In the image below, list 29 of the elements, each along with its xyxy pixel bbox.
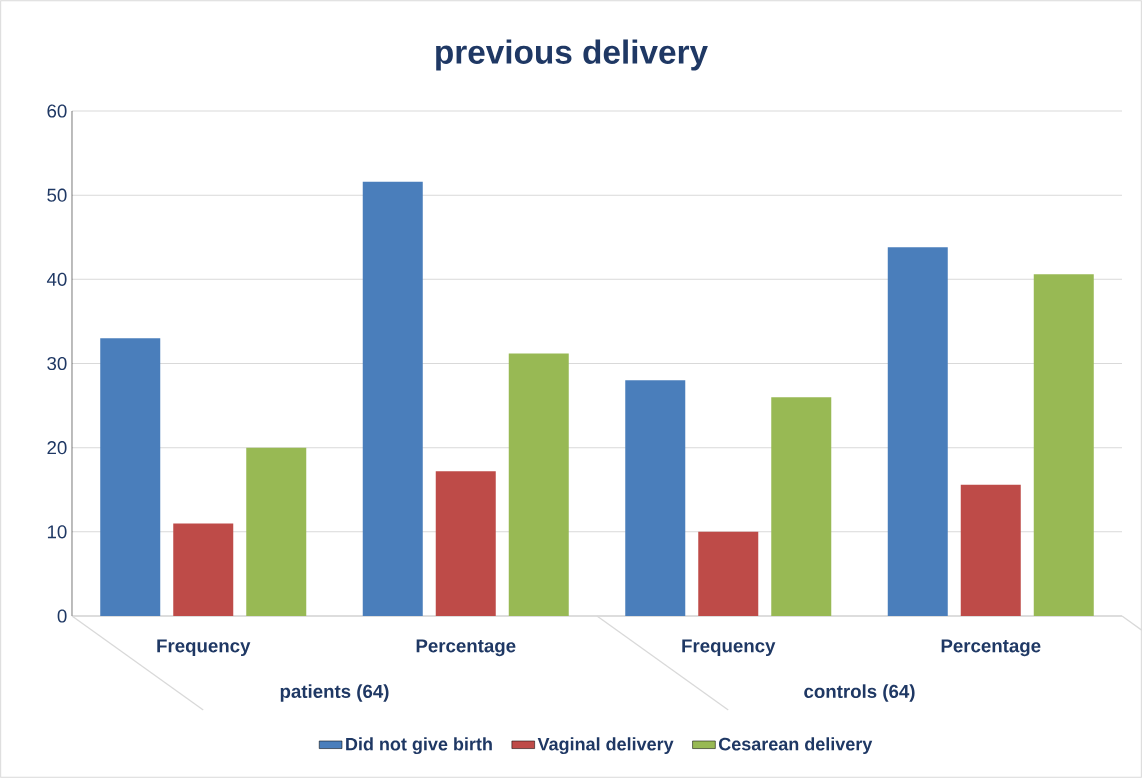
- y-tick-label: 30: [47, 356, 67, 371]
- bar: [887, 247, 948, 616]
- x-tick-label: Frequency: [157, 639, 251, 657]
- bar: [771, 397, 832, 616]
- bar: [625, 380, 686, 616]
- bar: [508, 353, 569, 616]
- bar: [1033, 274, 1094, 616]
- bar: [435, 471, 496, 616]
- text: controls (64): [804, 684, 915, 702]
- bar: [362, 181, 423, 616]
- legend-label: Vaginal delivery: [537, 737, 674, 755]
- x-tick-label: Frequency: [682, 639, 776, 657]
- text: patients (64): [280, 684, 389, 702]
- bar: [246, 447, 307, 616]
- bar: [960, 484, 1021, 616]
- y-tick-label: 0: [57, 609, 67, 623]
- y-tick-label: 60: [47, 104, 67, 118]
- bar: [173, 523, 234, 616]
- bar: [100, 338, 161, 616]
- x-tick-label: Percentage: [941, 639, 1041, 657]
- y-tick-label: 50: [47, 188, 67, 202]
- y-tick-label: 10: [47, 525, 67, 539]
- bar: [698, 531, 759, 616]
- chart-title: previous delivery: [436, 39, 708, 71]
- y-tick-label: 20: [47, 441, 67, 455]
- x-tick-label: Percentage: [416, 639, 516, 657]
- legend-label: Did not give birth: [346, 737, 492, 755]
- legend-label: Cesarean delivery: [718, 737, 873, 755]
- y-tick-label: 40: [46, 272, 67, 286]
